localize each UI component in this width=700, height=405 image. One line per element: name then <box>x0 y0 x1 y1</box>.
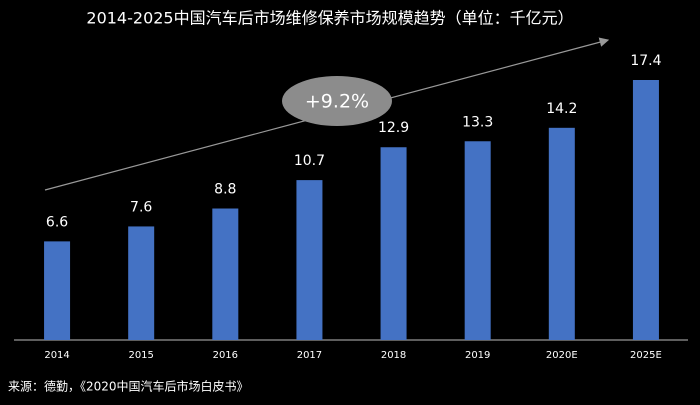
x-tick-label: 2014 <box>44 350 69 361</box>
chart-title: 2014-2025中国汽车后市场维修保养市场规模趋势（单位：千亿元） <box>86 9 573 28</box>
data-label: 10.7 <box>294 153 325 169</box>
x-tick-label: 2020E <box>546 350 578 361</box>
source-note: 来源：德勤，《2020中国汽车后市场白皮书》 <box>8 379 249 394</box>
x-tick-label: 2025E <box>630 350 662 361</box>
bar <box>296 180 323 340</box>
x-tick-label: 2019 <box>465 350 490 361</box>
data-label: 6.6 <box>46 214 68 230</box>
data-label: 8.8 <box>214 182 236 198</box>
data-label: 13.3 <box>462 114 493 130</box>
data-label: 17.4 <box>630 53 661 69</box>
growth-annotation: +9.2% <box>305 91 369 113</box>
x-tick-label: 2015 <box>128 350 153 361</box>
bar <box>548 127 575 340</box>
bar <box>128 226 155 340</box>
bar <box>212 208 239 340</box>
bar <box>464 141 491 340</box>
growth-bubble <box>282 76 392 126</box>
bar <box>44 241 71 340</box>
bar <box>632 80 659 340</box>
bar <box>380 147 407 340</box>
x-tick-label: 2016 <box>213 350 238 361</box>
data-label: 14.2 <box>546 101 577 117</box>
data-label: 7.6 <box>130 199 152 215</box>
x-tick-label: 2018 <box>381 350 406 361</box>
x-tick-label: 2017 <box>297 350 322 361</box>
data-label: 12.9 <box>378 120 409 136</box>
